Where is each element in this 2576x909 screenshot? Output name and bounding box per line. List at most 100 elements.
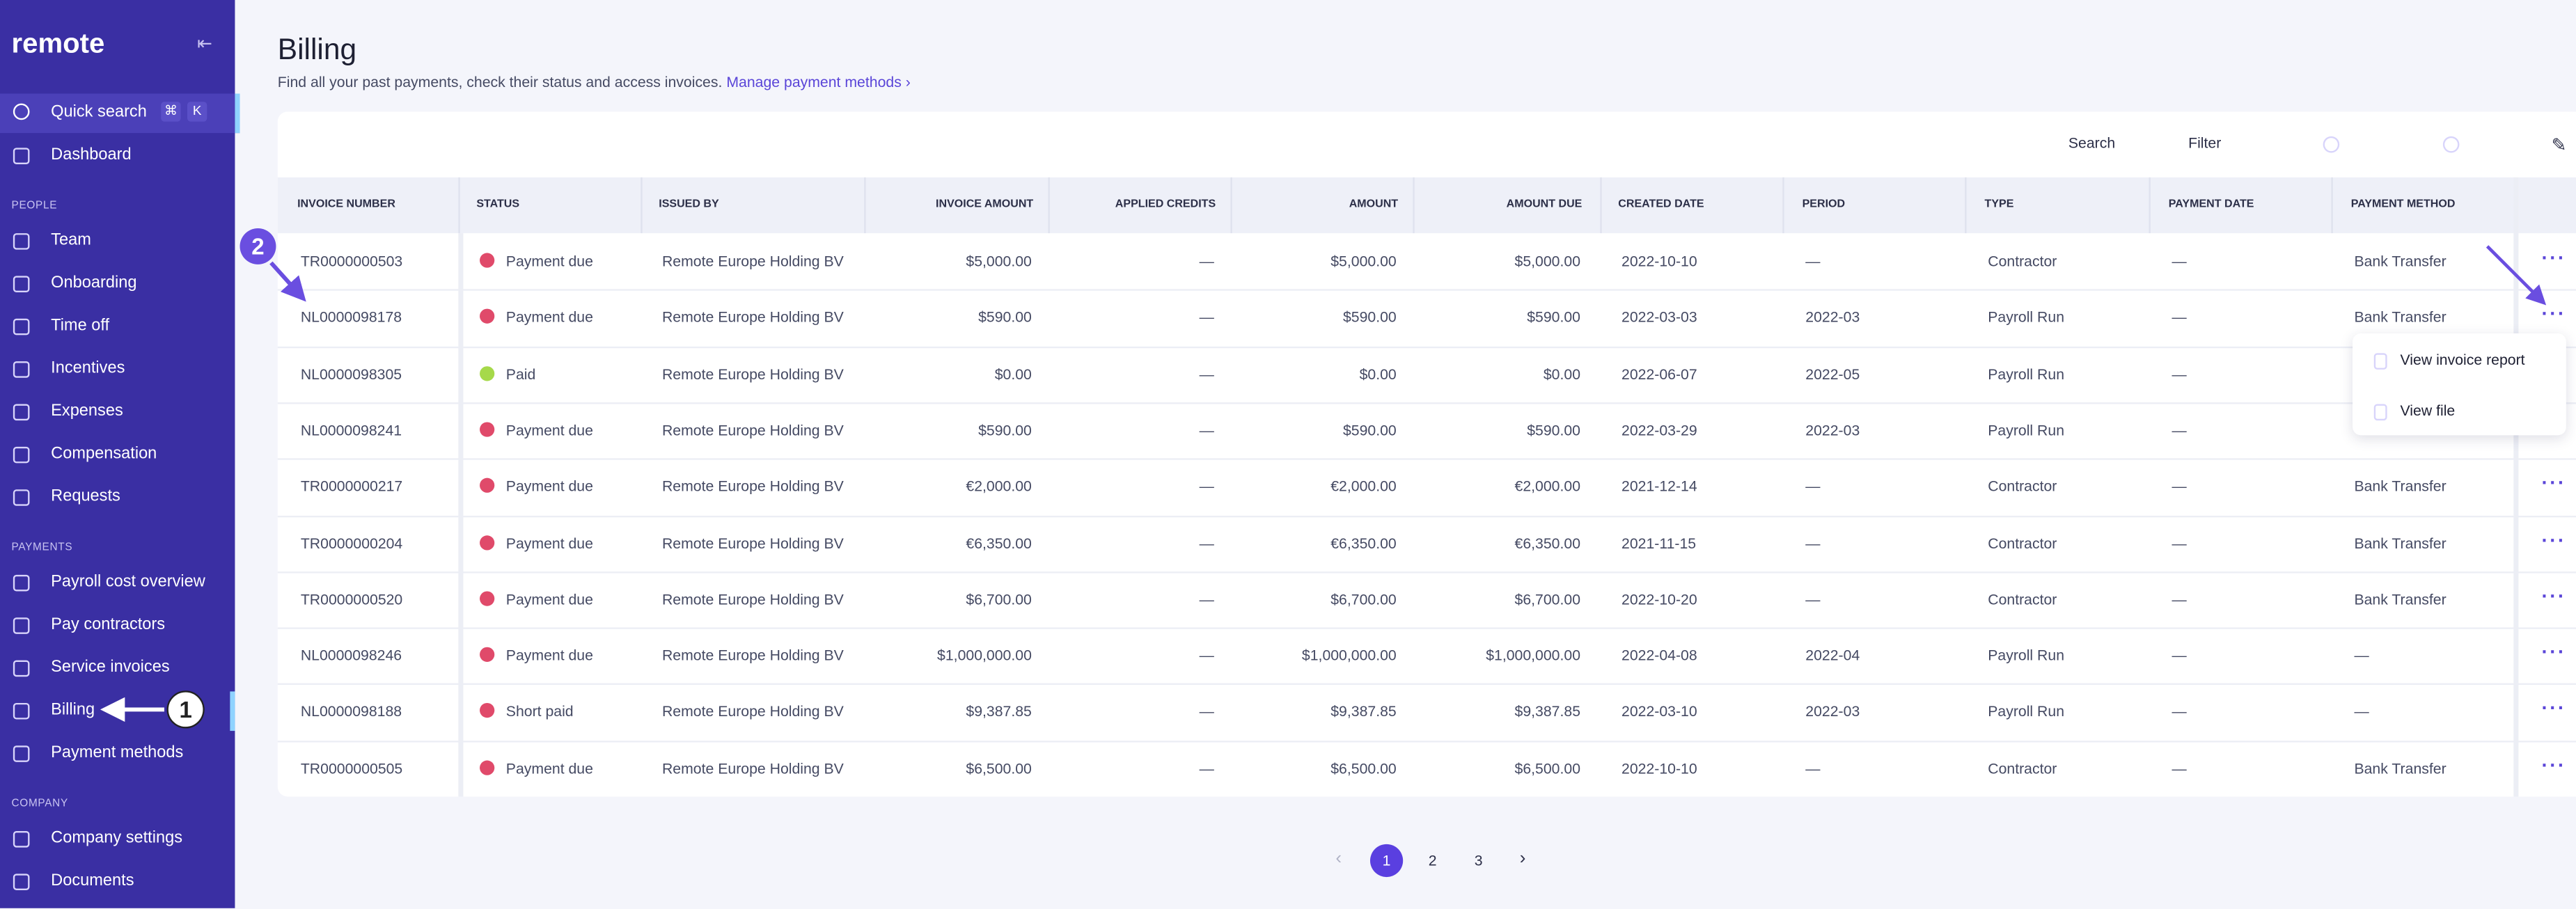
cell: $6,700.00 (1330, 591, 1397, 608)
filter-button[interactable]: Filter (2188, 134, 2222, 152)
page-button[interactable]: 2 (1428, 852, 1437, 869)
status-dot (480, 478, 495, 493)
cell: 2022-10-20 (1621, 591, 1697, 608)
sidebar: remote ⇤ Quick search ⌘ K Dashboard PEOPL… (0, 0, 240, 908)
nav-item[interactable]: Requests (51, 487, 120, 506)
column-header[interactable]: PERIOD (1802, 198, 1846, 211)
cell: 2022-03-29 (1621, 422, 1697, 438)
column-header[interactable]: APPLIED CREDITS (1115, 198, 1216, 211)
cell: $590.00 (1342, 422, 1397, 438)
cell: 2022-03 (1805, 703, 1860, 720)
nav-icon (13, 318, 30, 335)
next-page[interactable]: › (1519, 848, 1526, 869)
status-dot (480, 591, 495, 606)
cell: €6,350.00 (1330, 535, 1397, 551)
row-menu-button[interactable]: ··· (2541, 753, 2566, 777)
column-header[interactable]: CREATED DATE (1618, 198, 1704, 211)
cell: $5,000.00 (1514, 253, 1581, 269)
cell: Bank Transfer (2354, 591, 2447, 608)
column-divider (641, 177, 643, 234)
column-divider (2149, 177, 2151, 234)
search-button[interactable]: Search (2068, 134, 2116, 152)
nav-item[interactable]: Compensation (51, 445, 157, 464)
cell: Contractor (1988, 478, 2057, 495)
column-header[interactable]: TYPE (1984, 198, 2014, 211)
badge-label: 1 (179, 697, 191, 722)
page-button[interactable]: 1 (1369, 844, 1404, 878)
column-header[interactable]: AMOUNT (1349, 198, 1399, 211)
column-divider (1048, 177, 1050, 234)
section-label: COMPANY (11, 798, 68, 810)
nav-icon (13, 745, 30, 762)
page-button[interactable]: 3 (1474, 852, 1483, 869)
nav-item[interactable]: Billing (51, 701, 95, 720)
cell: Bank Transfer (2354, 478, 2447, 495)
key: ⌘ (161, 102, 181, 122)
cell: — (1805, 253, 1821, 269)
menu-item[interactable]: View file (2400, 402, 2456, 419)
dropdown-menu: View invoice report View file (2353, 333, 2566, 436)
column-header[interactable]: PAYMENT METHOD (2350, 198, 2456, 211)
cell: €2,000.00 (1330, 478, 1397, 495)
status-dot (480, 703, 495, 719)
nav-item[interactable]: Service invoices (51, 658, 170, 677)
nav-item[interactable]: Company settings (51, 829, 183, 848)
row-menu-button[interactable]: ··· (2541, 302, 2566, 326)
column-header[interactable]: PAYMENT DATE (2168, 198, 2254, 211)
nav-item[interactable]: Expenses (51, 402, 123, 421)
cell: $9,387.85 (1330, 703, 1397, 720)
cell: Payment due (505, 647, 593, 664)
column-divider (1413, 177, 1415, 234)
column-header[interactable]: INVOICE AMOUNT (936, 198, 1034, 211)
nav-item[interactable]: Payroll cost overview (51, 573, 205, 592)
arrow (269, 261, 306, 302)
nav-item[interactable]: Documents (51, 872, 134, 890)
cell: Remote Europe Holding BV (661, 647, 844, 664)
row-menu-button[interactable]: ··· (2541, 697, 2566, 720)
nav-item[interactable]: Dashboard (51, 146, 132, 164)
row-menu-button[interactable]: ··· (2541, 246, 2566, 269)
nav-item[interactable]: Payment methods (51, 743, 184, 762)
cell: — (2354, 647, 2369, 664)
prev-page[interactable]: ‹ (1335, 848, 1342, 869)
cell: — (2171, 253, 2187, 269)
cell: $0.00 (994, 365, 1032, 382)
row-menu-button[interactable]: ··· (2541, 471, 2566, 495)
nav-item[interactable]: Onboarding (51, 274, 137, 293)
cell: Remote Europe Holding BV (661, 422, 844, 438)
row-menu-button[interactable]: ··· (2541, 640, 2566, 664)
menu-item[interactable]: View invoice report (2400, 351, 2525, 368)
column-header[interactable]: ISSUED BY (659, 198, 719, 211)
cell: Payroll Run (1988, 365, 2065, 382)
row-menu-button[interactable]: ··· (2541, 584, 2566, 608)
cell: TR0000000217 (300, 478, 403, 495)
column-header[interactable]: INVOICE NUMBER (297, 198, 395, 211)
cell: Payment due (505, 253, 593, 269)
nav-item[interactable]: Time off (51, 317, 110, 335)
column-header[interactable]: AMOUNT DUE (1506, 198, 1582, 211)
cell: 2022-03-10 (1621, 703, 1697, 720)
cell: 2022-03-03 (1621, 309, 1697, 326)
cell: 2021-12-14 (1621, 478, 1697, 495)
menu-icon (2373, 353, 2387, 370)
cell: Remote Europe Holding BV (661, 253, 844, 269)
cell: €2,000.00 (966, 478, 1032, 495)
cell: — (2171, 309, 2187, 326)
nav-icon (13, 233, 30, 250)
nav-item[interactable]: Pay contractors (51, 615, 166, 634)
row-menu-button[interactable]: ··· (2541, 528, 2566, 551)
menu-icon (2373, 404, 2387, 421)
edit-icon[interactable]: ✎ (2551, 136, 2567, 157)
collapse[interactable]: ⇤ (197, 34, 212, 54)
nav-item[interactable]: Incentives (51, 359, 125, 378)
link[interactable]: Manage payment methods (726, 74, 902, 90)
nav-item[interactable]: Team (51, 231, 91, 250)
active-item[interactable] (0, 691, 235, 732)
cell: Bank Transfer (2354, 535, 2447, 551)
column-header[interactable]: STATUS (476, 198, 520, 211)
subtitle: Find all your past payments, check their… (278, 74, 911, 90)
table-card: Search Filter ✎ INVOICE NUMBER STATUS ISSUED … (277, 111, 2576, 797)
column-divider (458, 177, 460, 234)
cell: — (1199, 365, 1214, 382)
